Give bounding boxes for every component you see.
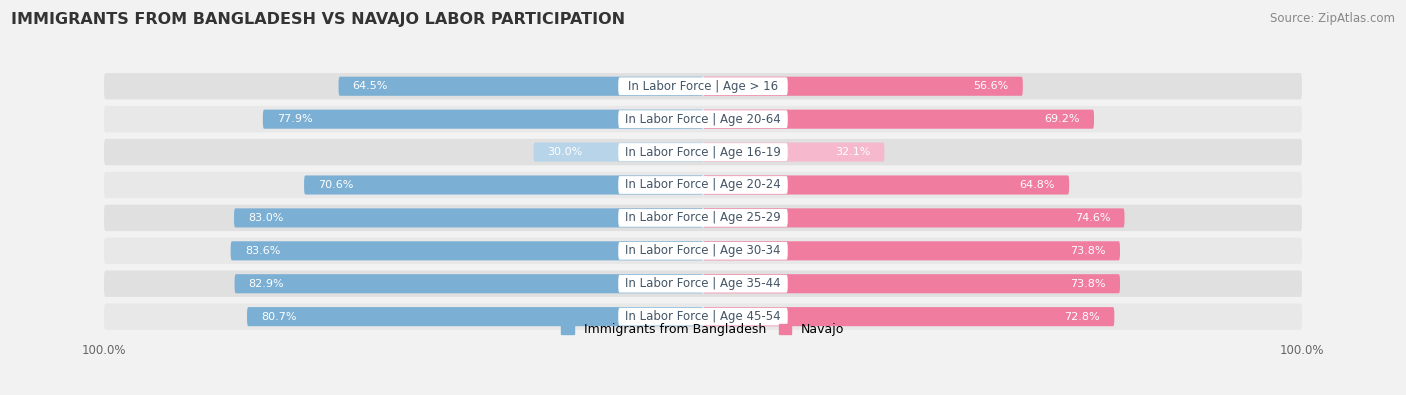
Text: 69.2%: 69.2% — [1045, 114, 1080, 124]
FancyBboxPatch shape — [703, 307, 1115, 326]
FancyBboxPatch shape — [703, 143, 884, 162]
FancyBboxPatch shape — [235, 274, 703, 293]
FancyBboxPatch shape — [104, 139, 1302, 165]
FancyBboxPatch shape — [619, 143, 787, 161]
FancyBboxPatch shape — [619, 242, 787, 260]
Text: 64.5%: 64.5% — [353, 81, 388, 91]
Text: 64.8%: 64.8% — [1019, 180, 1054, 190]
FancyBboxPatch shape — [104, 271, 1302, 297]
Text: IMMIGRANTS FROM BANGLADESH VS NAVAJO LABOR PARTICIPATION: IMMIGRANTS FROM BANGLADESH VS NAVAJO LAB… — [11, 12, 626, 27]
Text: In Labor Force | Age 16-19: In Labor Force | Age 16-19 — [626, 146, 780, 158]
FancyBboxPatch shape — [104, 73, 1302, 100]
FancyBboxPatch shape — [104, 205, 1302, 231]
Text: 72.8%: 72.8% — [1064, 312, 1101, 322]
FancyBboxPatch shape — [619, 308, 787, 325]
FancyBboxPatch shape — [619, 110, 787, 128]
Text: 80.7%: 80.7% — [262, 312, 297, 322]
FancyBboxPatch shape — [104, 106, 1302, 132]
FancyBboxPatch shape — [233, 209, 703, 228]
FancyBboxPatch shape — [619, 275, 787, 293]
Text: 74.6%: 74.6% — [1074, 213, 1111, 223]
FancyBboxPatch shape — [104, 238, 1302, 264]
FancyBboxPatch shape — [703, 77, 1022, 96]
Text: 73.8%: 73.8% — [1070, 246, 1107, 256]
FancyBboxPatch shape — [703, 274, 1121, 293]
FancyBboxPatch shape — [304, 175, 703, 195]
Text: 32.1%: 32.1% — [835, 147, 870, 157]
FancyBboxPatch shape — [339, 77, 703, 96]
Legend: Immigrants from Bangladesh, Navajo: Immigrants from Bangladesh, Navajo — [561, 323, 845, 336]
FancyBboxPatch shape — [533, 143, 703, 162]
Text: 73.8%: 73.8% — [1070, 279, 1107, 289]
FancyBboxPatch shape — [247, 307, 703, 326]
Text: 70.6%: 70.6% — [318, 180, 353, 190]
Text: 83.0%: 83.0% — [247, 213, 284, 223]
Text: 30.0%: 30.0% — [547, 147, 583, 157]
Text: In Labor Force | Age 45-54: In Labor Force | Age 45-54 — [626, 310, 780, 323]
FancyBboxPatch shape — [104, 172, 1302, 198]
FancyBboxPatch shape — [619, 209, 787, 227]
FancyBboxPatch shape — [703, 209, 1125, 228]
Text: In Labor Force | Age 35-44: In Labor Force | Age 35-44 — [626, 277, 780, 290]
FancyBboxPatch shape — [619, 77, 787, 95]
FancyBboxPatch shape — [263, 109, 703, 129]
Text: 56.6%: 56.6% — [973, 81, 1008, 91]
FancyBboxPatch shape — [703, 175, 1069, 195]
Text: 83.6%: 83.6% — [245, 246, 280, 256]
Text: Source: ZipAtlas.com: Source: ZipAtlas.com — [1270, 12, 1395, 25]
FancyBboxPatch shape — [231, 241, 703, 260]
FancyBboxPatch shape — [703, 109, 1094, 129]
FancyBboxPatch shape — [619, 176, 787, 194]
Text: In Labor Force | Age 25-29: In Labor Force | Age 25-29 — [626, 211, 780, 224]
Text: 82.9%: 82.9% — [249, 279, 284, 289]
FancyBboxPatch shape — [104, 303, 1302, 330]
FancyBboxPatch shape — [703, 241, 1121, 260]
Text: 77.9%: 77.9% — [277, 114, 312, 124]
Text: In Labor Force | Age > 16: In Labor Force | Age > 16 — [628, 80, 778, 93]
Text: In Labor Force | Age 30-34: In Labor Force | Age 30-34 — [626, 245, 780, 257]
Text: In Labor Force | Age 20-64: In Labor Force | Age 20-64 — [626, 113, 780, 126]
Text: In Labor Force | Age 20-24: In Labor Force | Age 20-24 — [626, 179, 780, 192]
